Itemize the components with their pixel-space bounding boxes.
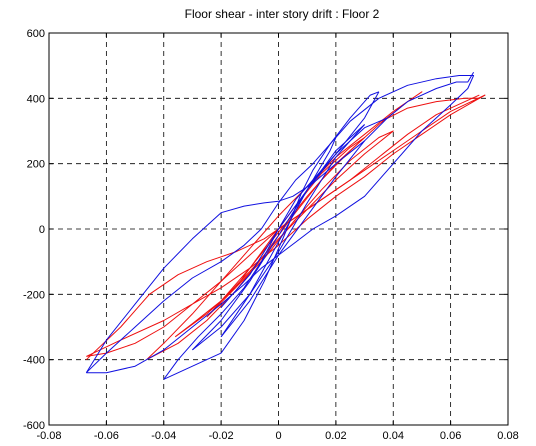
x-tick-label: -0.02 — [209, 430, 234, 442]
y-tick-label: 600 — [27, 28, 45, 40]
x-tick-label: -0.06 — [94, 430, 119, 442]
y-tick-label: -400 — [23, 355, 45, 367]
y-tick-label: -600 — [23, 420, 45, 432]
blue-series-loop — [86, 76, 473, 373]
x-tick-label: -0.04 — [151, 430, 176, 442]
y-tick-label: 200 — [27, 159, 45, 171]
x-tick-label: 0.04 — [383, 430, 404, 442]
y-tick-labels: -600 -400 -200 0 200 400 600 — [23, 28, 45, 432]
plot-area — [86, 72, 485, 379]
chart-title: Floor shear - inter story drift : Floor … — [185, 7, 380, 21]
y-tick-label: 400 — [27, 93, 45, 105]
red-series-loop — [175, 131, 393, 337]
x-tick-label: 0.02 — [325, 430, 346, 442]
y-tick-label: 0 — [39, 224, 45, 236]
x-tick-label: 0.06 — [440, 430, 461, 442]
y-tick-label: -200 — [23, 289, 45, 301]
red-series-loop — [207, 138, 365, 318]
blue-series-loop — [86, 141, 364, 373]
x-tick-label: 0.08 — [497, 430, 518, 442]
x-tick-label: 0 — [275, 430, 281, 442]
x-tick-labels: -0.08 -0.06 -0.04 -0.02 0 0.02 0.04 0.06 0.08 — [36, 430, 518, 442]
